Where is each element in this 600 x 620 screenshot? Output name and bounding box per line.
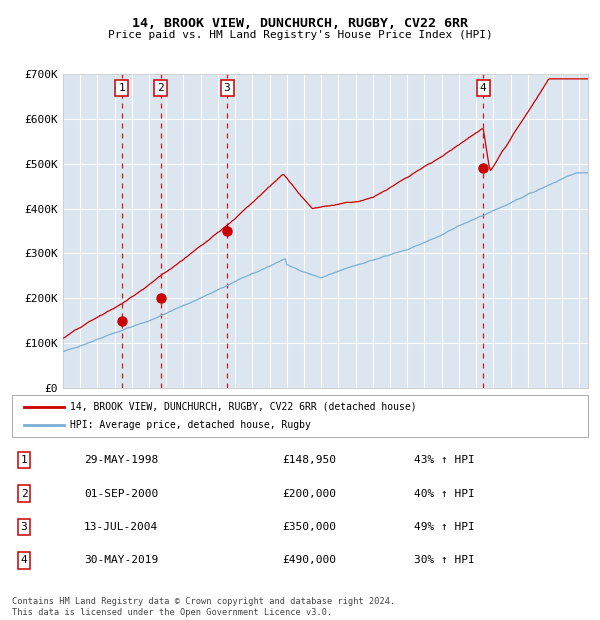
Text: £350,000: £350,000 [282,522,336,532]
Text: £200,000: £200,000 [282,489,336,498]
Text: 29-MAY-1998: 29-MAY-1998 [84,455,158,465]
Text: 40% ↑ HPI: 40% ↑ HPI [414,489,475,498]
Text: 3: 3 [20,522,28,532]
Text: 13-JUL-2004: 13-JUL-2004 [84,522,158,532]
Text: 2: 2 [157,83,164,93]
Text: 4: 4 [20,556,28,565]
Text: 30-MAY-2019: 30-MAY-2019 [84,556,158,565]
Text: HPI: Average price, detached house, Rugby: HPI: Average price, detached house, Rugb… [70,420,310,430]
Text: 49% ↑ HPI: 49% ↑ HPI [414,522,475,532]
Text: 43% ↑ HPI: 43% ↑ HPI [414,455,475,465]
Text: 3: 3 [224,83,230,93]
Text: 14, BROOK VIEW, DUNCHURCH, RUGBY, CV22 6RR: 14, BROOK VIEW, DUNCHURCH, RUGBY, CV22 6… [132,17,468,30]
Text: £148,950: £148,950 [282,455,336,465]
Text: 30% ↑ HPI: 30% ↑ HPI [414,556,475,565]
Text: Price paid vs. HM Land Registry's House Price Index (HPI): Price paid vs. HM Land Registry's House … [107,30,493,40]
Text: 4: 4 [480,83,487,93]
Text: 14, BROOK VIEW, DUNCHURCH, RUGBY, CV22 6RR (detached house): 14, BROOK VIEW, DUNCHURCH, RUGBY, CV22 6… [70,402,416,412]
Text: 2: 2 [20,489,28,498]
Text: 1: 1 [20,455,28,465]
Text: 01-SEP-2000: 01-SEP-2000 [84,489,158,498]
Text: £490,000: £490,000 [282,556,336,565]
Text: 1: 1 [118,83,125,93]
Text: Contains HM Land Registry data © Crown copyright and database right 2024.
This d: Contains HM Land Registry data © Crown c… [12,598,395,617]
